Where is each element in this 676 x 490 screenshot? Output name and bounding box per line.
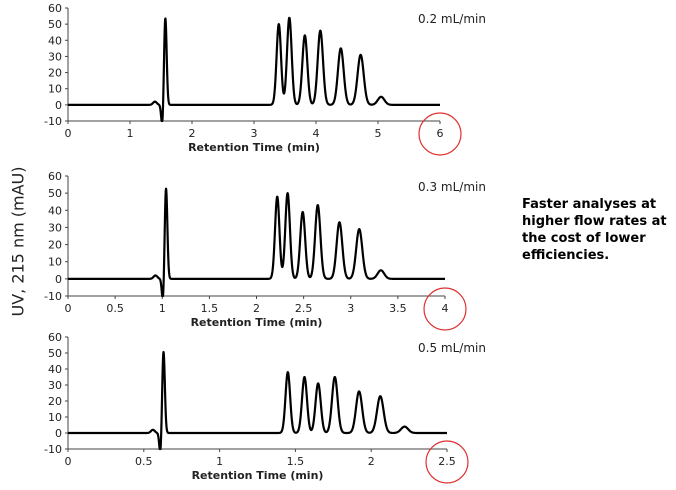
y-tick-label: 20 <box>48 395 62 408</box>
chromatogram-trace <box>67 350 448 451</box>
y-tick-label: 60 <box>48 170 62 183</box>
y-tick-label: 10 <box>48 256 62 269</box>
x-tick-label: 0 <box>65 302 72 315</box>
chromatogram-trace <box>67 16 441 123</box>
x-tick-label: 5 <box>375 127 382 140</box>
highlight-circle <box>423 287 467 331</box>
x-tick-label: 6 <box>437 127 444 140</box>
x-tick-label: 0.5 <box>106 302 124 315</box>
x-tick-label: 1.5 <box>287 455 305 468</box>
y-tick-label: 40 <box>48 204 62 217</box>
y-tick-label: 30 <box>48 221 62 234</box>
y-tick-label: 0 <box>55 99 62 112</box>
x-axis-title: Retention Time (min) <box>191 316 323 329</box>
x-tick-label: 1 <box>159 302 166 315</box>
x-tick-label: 3.5 <box>389 302 407 315</box>
y-tick-label: 10 <box>48 83 62 96</box>
flow-rate-label: 0.3 mL/min <box>418 180 486 194</box>
highlight-circle <box>418 112 462 156</box>
x-tick-label: 1.5 <box>201 302 219 315</box>
y-tick-label: 50 <box>48 187 62 200</box>
flow-rate-label: 0.5 mL/min <box>418 341 486 355</box>
y-tick-label: 50 <box>48 347 62 360</box>
y-tick-label: 20 <box>48 239 62 252</box>
x-tick-label: 3 <box>347 302 354 315</box>
x-tick-label: 2 <box>189 127 196 140</box>
x-axis-title: Retention Time (min) <box>192 469 324 482</box>
x-tick-label: 2.5 <box>295 302 313 315</box>
y-axis-label: UV, 215 nm (mAU) <box>8 166 28 317</box>
x-tick-label: 0 <box>65 455 72 468</box>
y-tick-label: 10 <box>48 411 62 424</box>
chromatogram-trace <box>67 187 446 298</box>
y-tick-label: 60 <box>48 2 62 15</box>
flow-rate-label: 0.2 mL/min <box>418 12 486 26</box>
x-tick-label: 1 <box>127 127 134 140</box>
highlight-circle <box>425 440 469 484</box>
y-tick-label: 50 <box>48 18 62 31</box>
x-tick-label: 2 <box>368 455 375 468</box>
y-tick-label: 30 <box>48 50 62 63</box>
annotation-text: Faster analyses at higher flow rates at … <box>522 197 667 263</box>
x-tick-label: 0.5 <box>135 455 153 468</box>
x-axis-title: Retention Time (min) <box>188 141 320 154</box>
y-tick-label: 40 <box>48 363 62 376</box>
x-tick-label: 2.5 <box>438 455 456 468</box>
x-tick-label: 3 <box>251 127 258 140</box>
y-tick-label: 20 <box>48 67 62 80</box>
y-tick-label: -10 <box>44 115 62 128</box>
x-tick-label: 0 <box>65 127 72 140</box>
y-tick-label: 40 <box>48 34 62 47</box>
x-tick-label: 4 <box>442 302 449 315</box>
y-tick-label: 60 <box>48 331 62 344</box>
x-tick-label: 4 <box>313 127 320 140</box>
y-tick-label: 30 <box>48 379 62 392</box>
x-tick-label: 1 <box>216 455 223 468</box>
y-tick-label: 0 <box>55 273 62 286</box>
x-tick-label: 2 <box>253 302 260 315</box>
y-tick-label: 0 <box>55 427 62 440</box>
y-tick-label: -10 <box>44 443 62 456</box>
y-tick-label: -10 <box>44 290 62 303</box>
